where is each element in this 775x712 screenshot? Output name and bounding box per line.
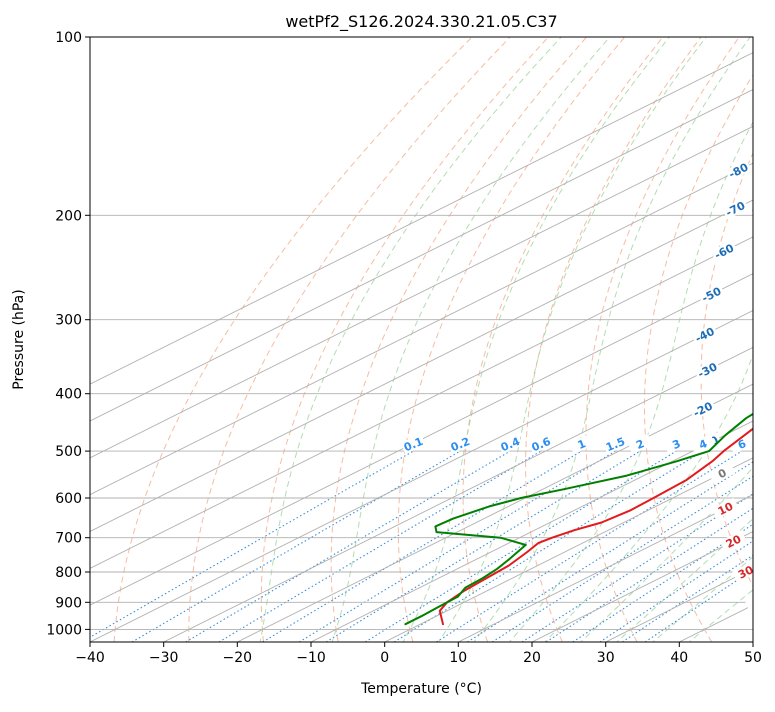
dry-adiabat-line bbox=[397, 37, 626, 642]
dry-adiabat-line bbox=[113, 37, 473, 642]
mixing-ratio-label-background bbox=[627, 434, 653, 454]
mixing-ratio-line bbox=[90, 450, 414, 638]
temperature-profile-line bbox=[438, 427, 753, 626]
x-tick-label: −20 bbox=[223, 650, 253, 666]
isotherm-line bbox=[458, 494, 753, 642]
isotherm-label-background bbox=[745, 591, 753, 614]
y-axis-label: Pressure (hPa) bbox=[11, 289, 27, 389]
isotherm-label-background bbox=[691, 323, 719, 346]
y-tick-label: 600 bbox=[55, 491, 82, 507]
y-tick-label: 100 bbox=[55, 30, 82, 46]
isotherm-label-background bbox=[721, 198, 749, 220]
dry-adiabat-line bbox=[188, 37, 511, 642]
isotherm-label-background bbox=[711, 497, 739, 520]
isotherm-label-background bbox=[708, 462, 736, 485]
mixing-ratio-label-background bbox=[690, 434, 716, 454]
isotherm-line bbox=[90, 88, 753, 422]
x-tick-label: 30 bbox=[597, 650, 615, 666]
x-axis-label: Temperature (°C) bbox=[360, 681, 482, 697]
mixing-ratio-label-background bbox=[602, 434, 628, 454]
mixing-ratio-label: 3 bbox=[671, 437, 683, 452]
isotherm-label-background bbox=[697, 283, 725, 306]
x-tick-label: 40 bbox=[670, 650, 688, 666]
y-tick-label: 800 bbox=[55, 565, 82, 581]
plot-frame bbox=[89, 36, 754, 643]
y-tick-label: 1000 bbox=[46, 622, 82, 638]
x-tick-label: −10 bbox=[296, 650, 326, 666]
isotherm-label-background bbox=[710, 240, 738, 263]
mixing-ratio-line bbox=[365, 450, 677, 642]
x-tick-label: −40 bbox=[75, 650, 105, 666]
dewpoint-profile-line bbox=[404, 209, 753, 626]
isotherm-line bbox=[90, 125, 753, 459]
isotherm-line bbox=[90, 162, 753, 496]
mixing-ratio-label-background bbox=[569, 434, 595, 454]
isotherm-line bbox=[237, 383, 753, 642]
dry-adiabat-line bbox=[330, 37, 587, 642]
isotherm-label-background bbox=[693, 359, 721, 381]
isotherm-line bbox=[163, 346, 753, 642]
isotherm-line bbox=[90, 52, 753, 385]
mixing-ratio-line bbox=[622, 554, 753, 642]
isotherm-line bbox=[90, 273, 753, 606]
dry-adiabat-line bbox=[643, 73, 753, 642]
mixing-ratio-label-background bbox=[497, 434, 523, 454]
y-tick-label: 400 bbox=[55, 387, 82, 403]
isotherm-label-background bbox=[732, 561, 753, 583]
isotherm-line bbox=[384, 457, 753, 642]
isotherm-label: 40 bbox=[749, 593, 769, 612]
dry-adiabat-line bbox=[260, 37, 549, 642]
y-tick-label: 500 bbox=[55, 444, 82, 460]
x-tick-label: −30 bbox=[149, 650, 179, 666]
isotherm-label: 30 bbox=[736, 563, 756, 582]
moist-adiabat-line bbox=[437, 37, 707, 642]
isotherm-label-background bbox=[724, 159, 752, 182]
mixing-ratio-label: 1 bbox=[576, 437, 588, 452]
x-tick-label: 0 bbox=[380, 650, 389, 666]
mixing-ratio-label-background bbox=[528, 434, 554, 454]
y-tick-label: 700 bbox=[55, 531, 82, 547]
isotherm-label: 10 bbox=[716, 500, 736, 519]
x-tick-label: 10 bbox=[449, 650, 467, 666]
dry-adiabat-line bbox=[585, 37, 740, 642]
isotherm-label-background bbox=[689, 398, 717, 421]
x-tick-label: 20 bbox=[523, 650, 541, 666]
dry-adiabat-line bbox=[700, 151, 753, 588]
chart-title: wetPf2_S126.2024.330.21.05.C37 bbox=[285, 12, 557, 32]
mixing-ratio-label: 2 bbox=[634, 437, 646, 452]
y-tick-label: 300 bbox=[55, 313, 82, 329]
dry-adiabat-line bbox=[525, 37, 702, 642]
axes: −40 −30 −20 −10 0 10 20 30 40 50 100 200 300 400 500 60… bbox=[46, 30, 762, 666]
y-tick-label: 200 bbox=[55, 208, 82, 224]
mixing-ratio-line bbox=[218, 450, 542, 642]
x-tick-label: 50 bbox=[744, 650, 762, 666]
isotherm-label-background bbox=[719, 530, 747, 553]
y-tick-label: 900 bbox=[55, 595, 82, 611]
mixing-ratio-label-background bbox=[400, 434, 426, 454]
mixing-ratio-line bbox=[325, 450, 641, 642]
isotherm-label: 20 bbox=[724, 532, 744, 551]
mixing-ratio-label-background bbox=[447, 434, 473, 454]
isotherm-line bbox=[90, 199, 753, 533]
mixing-ratio-label-background bbox=[663, 434, 689, 454]
dry-adiabat-line bbox=[462, 37, 664, 642]
mixing-ratio-line bbox=[467, 461, 753, 642]
mixing-ratio-line bbox=[436, 450, 743, 642]
line-labels: -100-90-80-70-60-50-40-30-20-10010203040… bbox=[400, 109, 769, 614]
isotherm-line bbox=[90, 236, 753, 569]
mixing-ratio-label-background bbox=[729, 434, 753, 454]
sounding-profiles bbox=[404, 209, 753, 626]
mixing-ratio-line bbox=[521, 493, 753, 642]
